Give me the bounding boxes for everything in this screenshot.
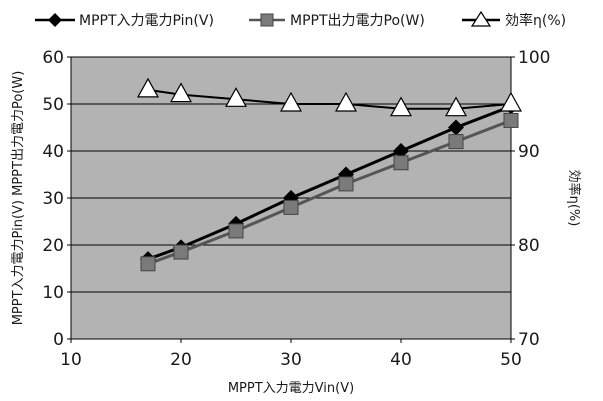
legend-label-po: MPPT出力電力Po(W) xyxy=(290,13,425,29)
y-left-tick-label-20: 20 xyxy=(42,236,64,256)
legend-label-pin: MPPT入力電力Pin(V) xyxy=(79,13,214,29)
x-tick-label-50: 50 xyxy=(500,350,522,370)
point-po-6 xyxy=(448,134,464,150)
legend-item-eff: 効率η(%) xyxy=(462,10,566,29)
series-line-pin xyxy=(147,104,512,261)
point-po-2 xyxy=(228,223,244,239)
y-right-axis-title: 効率η(%) xyxy=(566,170,582,227)
y-left-tick-label-60: 60 xyxy=(42,48,64,68)
y-left-tick-label-40: 40 xyxy=(42,142,64,162)
point-po-4 xyxy=(338,176,354,192)
point-po-0 xyxy=(140,256,156,272)
y-left-tick-label-0: 0 xyxy=(53,330,64,350)
series-line-eff xyxy=(147,88,512,110)
point-eff-7 xyxy=(499,91,523,112)
y-left-tick-label-30: 30 xyxy=(42,189,64,209)
legend-label-eff: 効率η(%) xyxy=(505,12,566,29)
point-eff-2 xyxy=(224,87,248,107)
y-left-tick-label-50: 50 xyxy=(42,95,64,115)
y-left-axis-ticks: 0 10 20 30 40 50 60 xyxy=(42,48,71,350)
y-right-axis-ticks: 70 80 90 100 xyxy=(511,48,550,350)
point-po-1 xyxy=(173,244,189,260)
y-left-tick-label-10: 10 xyxy=(42,283,64,303)
y-right-tick-label-80: 80 xyxy=(518,236,540,256)
point-eff-6 xyxy=(444,96,468,117)
x-tick-label-40: 40 xyxy=(390,350,412,370)
series-eff xyxy=(136,77,523,117)
legend-item-po: MPPT出力電力Po(W) xyxy=(249,13,425,29)
point-eff-3 xyxy=(279,91,303,112)
point-po-7 xyxy=(503,112,519,128)
series-layer xyxy=(136,77,523,272)
point-eff-4 xyxy=(334,91,358,112)
legend: MPPT入力電力Pin(V) MPPT出力電力Po(W) 効率η(%) xyxy=(35,10,566,29)
series-line-po xyxy=(147,119,512,266)
x-axis-ticks: 10 20 30 40 50 xyxy=(60,339,522,370)
y-left-axis-title: MPPT入力電力Pin(V) MPPT出力電力Po(W) xyxy=(11,71,26,326)
point-eff-5 xyxy=(389,96,413,117)
x-axis-title: MPPT入力電力Vin(V) xyxy=(228,381,354,396)
x-tick-label-30: 30 xyxy=(280,350,302,370)
y-right-tick-label-100: 100 xyxy=(518,48,550,68)
x-tick-label-10: 10 xyxy=(60,350,82,370)
point-pin-5 xyxy=(393,143,409,159)
x-tick-label-20: 20 xyxy=(170,350,192,370)
point-po-3 xyxy=(283,199,299,215)
point-eff-0 xyxy=(136,77,160,98)
point-po-5 xyxy=(393,155,409,171)
series-po xyxy=(140,112,519,272)
point-pin-6 xyxy=(448,119,464,136)
legend-item-pin: MPPT入力電力Pin(V) xyxy=(35,13,214,29)
y-right-tick-label-90: 90 xyxy=(518,142,540,162)
point-eff-1 xyxy=(169,82,193,103)
y-right-tick-label-70: 70 xyxy=(518,330,540,350)
